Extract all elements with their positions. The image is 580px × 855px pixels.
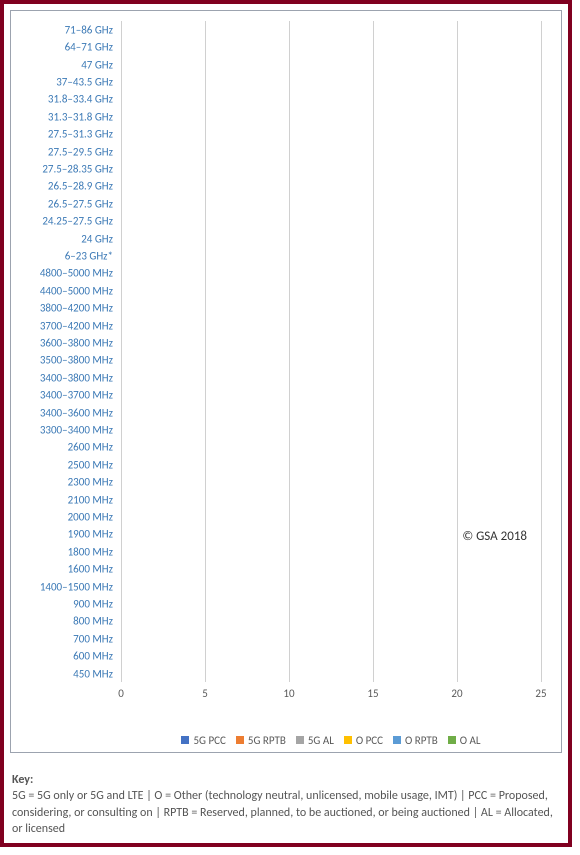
y-tick-label: 1900 MHz [68, 529, 113, 540]
legend-swatch [448, 736, 456, 744]
y-tick-label: 26.5–28.9 GHz [48, 181, 113, 192]
y-tick-label: 2100 MHz [68, 494, 113, 505]
legend-item: 5G AL [296, 734, 334, 747]
legend-item: O PCC [344, 734, 383, 747]
y-tick-label: 600 MHz [73, 651, 113, 662]
y-tick-label: 3800–4200 MHz [40, 303, 113, 314]
legend-item: 5G RPTB [236, 734, 286, 747]
y-tick-label: 31.8–33.4 GHz [48, 94, 113, 105]
legend-label: 5G PCC [193, 734, 225, 747]
legend-label: O PCC [356, 734, 383, 747]
y-tick-label: 24 GHz [81, 233, 113, 244]
y-tick-label: 3400–3600 MHz [40, 407, 113, 418]
x-tick-label: 20 [451, 687, 462, 700]
y-tick-label: 2000 MHz [68, 511, 113, 522]
y-axis-labels: 71–86 GHz 64–71 GHz 47 GHz 37–43.5 GHz 31.8–… [11, 21, 117, 682]
y-tick-label: 700 MHz [73, 633, 113, 644]
grid-line [541, 21, 542, 682]
y-tick-label: 6–23 GHz* [65, 250, 113, 261]
y-tick-label: 3400–3800 MHz [40, 372, 113, 383]
y-tick-label: 3700–4200 MHz [40, 320, 113, 331]
chart-card: 71–86 GHz 64–71 GHz 47 GHz 37–43.5 GHz 31.8–… [0, 0, 572, 847]
legend-label: O RPTB [405, 734, 438, 747]
x-tick-label: 25 [535, 687, 546, 700]
grid-line [121, 21, 122, 682]
key-block: Key: 5G = 5G only or 5G and LTE | O = Ot… [12, 772, 560, 837]
y-tick-label: 24.25–27.5 GHz [42, 216, 113, 227]
y-tick-label: 4400–5000 MHz [40, 285, 113, 296]
y-tick-label: 3500–3800 MHz [40, 355, 113, 366]
y-tick-label: 31.3–31.8 GHz [48, 111, 113, 122]
y-tick-label: 3400–3700 MHz [40, 390, 113, 401]
x-tick-label: 15 [367, 687, 378, 700]
y-tick-label: 47 GHz [81, 59, 113, 70]
y-tick-label: 900 MHz [73, 598, 113, 609]
chart-frame: 71–86 GHz 64–71 GHz 47 GHz 37–43.5 GHz 31.8–… [10, 10, 562, 753]
y-tick-label: 4800–5000 MHz [40, 268, 113, 279]
y-tick-label: 2500 MHz [68, 459, 113, 470]
y-tick-label: 2600 MHz [68, 442, 113, 453]
grid-line [457, 21, 458, 682]
legend-swatch [236, 736, 244, 744]
legend-label: O AL [460, 734, 481, 747]
y-tick-label: 2300 MHz [68, 477, 113, 488]
legend-label: 5G AL [308, 734, 334, 747]
grid-line [205, 21, 206, 682]
legend-item: 5G PCC [181, 734, 225, 747]
y-tick-label: 800 MHz [73, 616, 113, 627]
legend-item: O AL [448, 734, 481, 747]
x-tick-label: 5 [202, 687, 208, 700]
y-tick-label: 3300–3400 MHz [40, 424, 113, 435]
key-body: 5G = 5G only or 5G and LTE | O = Other (… [12, 789, 553, 835]
legend-swatch [393, 736, 401, 744]
y-tick-label: 27.5–29.5 GHz [48, 146, 113, 157]
y-tick-label: 3600–3800 MHz [40, 337, 113, 348]
y-tick-label: 27.5–31.3 GHz [48, 129, 113, 140]
y-tick-label: 37–43.5 GHz [56, 76, 113, 87]
legend-item: O RPTB [393, 734, 438, 747]
key-title: Key: [12, 773, 33, 787]
x-tick-label: 10 [283, 687, 294, 700]
x-tick-label: 0 [118, 687, 124, 700]
y-tick-label: 1600 MHz [68, 564, 113, 575]
y-tick-label: 1400–1500 MHz [40, 581, 113, 592]
y-tick-label: 64–71 GHz [65, 42, 113, 53]
y-tick-label: 26.5–27.5 GHz [48, 198, 113, 209]
plot-area: 0510152025 [121, 21, 541, 682]
legend-swatch [181, 736, 189, 744]
legend-label: 5G RPTB [248, 734, 286, 747]
legend-swatch [344, 736, 352, 744]
legend: 5G PCC 5G RPTB 5G AL O PCC O RPTB O AL [121, 734, 541, 747]
grid-line [373, 21, 374, 682]
y-tick-label: 27.5–28.35 GHz [42, 163, 113, 174]
legend-swatch [296, 736, 304, 744]
y-tick-label: 1800 MHz [68, 546, 113, 557]
y-tick-label: 450 MHz [73, 668, 113, 679]
grid-line [289, 21, 290, 682]
y-tick-label: 71–86 GHz [65, 24, 113, 35]
